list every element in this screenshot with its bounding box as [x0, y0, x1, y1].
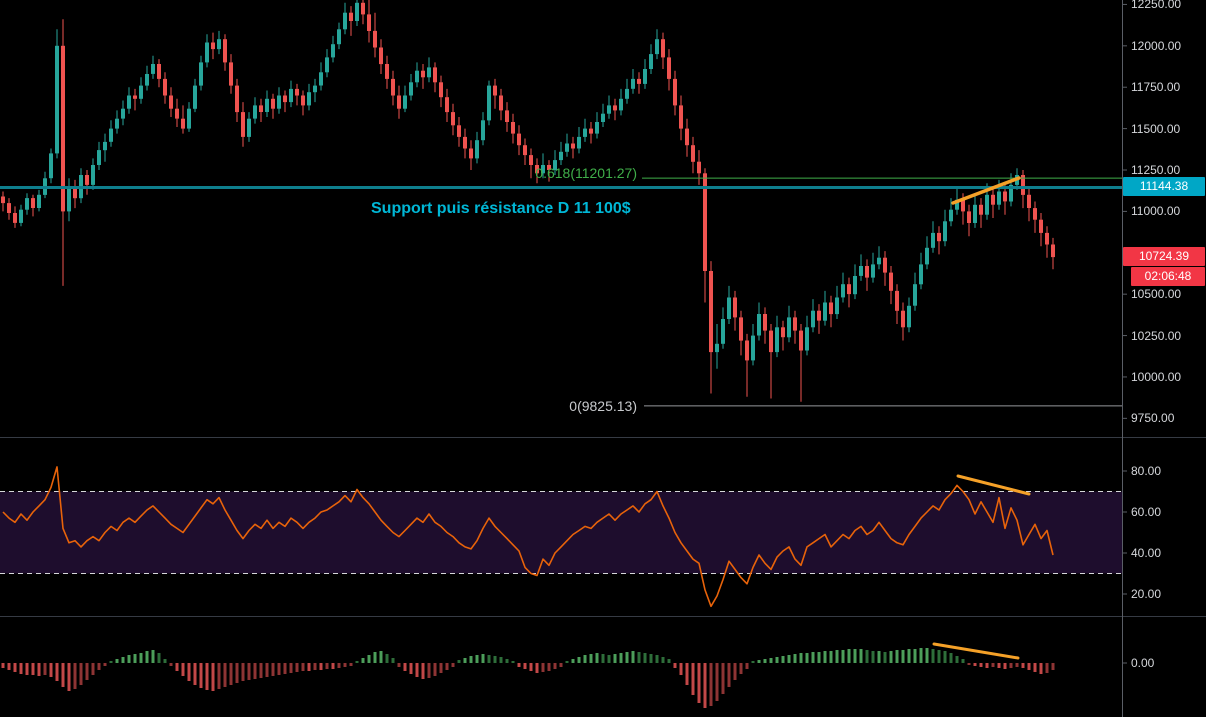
axis-tick-label: 11000.00: [1131, 204, 1181, 219]
axis-tick-label: 11250.00: [1131, 163, 1181, 177]
axis-tick-label: 10000.00: [1131, 369, 1182, 384]
macd-histogram: [1, 648, 1055, 708]
last-price-badge: 10724.39: [1123, 247, 1205, 267]
axis-tick-label: 10250.00: [1131, 328, 1182, 343]
axis-tick-label: 20.00: [1131, 587, 1162, 601]
axis-tick-label: 12000.00: [1131, 38, 1182, 53]
trendline-macd[interactable]: [932, 642, 1020, 660]
axis-tick-label: 40.00: [1131, 546, 1162, 560]
axis-tick-label: 60.00: [1131, 505, 1162, 519]
axis-tick-label: 9750.00: [1131, 411, 1175, 426]
axis-tick-label: 11750.00: [1131, 80, 1181, 95]
trendline-price[interactable]: [951, 176, 1021, 205]
axis-tick-label: 12250.00: [1131, 0, 1182, 12]
fib-level-label-0618[interactable]: 0.618(11201.27): [535, 165, 637, 182]
price-axis[interactable]: 11144.38 10724.39 02:06:48 12250.00 12000…: [1122, 0, 1206, 717]
axis-tick-label: 0.00: [1131, 656, 1155, 670]
axis-tick-label: 10500.00: [1131, 287, 1182, 302]
rsi-line: [2, 466, 1054, 608]
axis-tick-label: 80.00: [1131, 464, 1162, 478]
trendline-rsi[interactable]: [956, 474, 1031, 496]
support-resistance-note[interactable]: Support puis résistance D 11 100$: [371, 200, 631, 217]
rsi-band: [0, 491, 1122, 574]
fib-level-label-0[interactable]: 0(9825.13): [569, 397, 637, 414]
countdown-badge: 02:06:48: [1131, 266, 1205, 286]
axis-tick-label: 11500.00: [1131, 121, 1181, 136]
hline-price-badge: 11144.38: [1123, 177, 1205, 197]
